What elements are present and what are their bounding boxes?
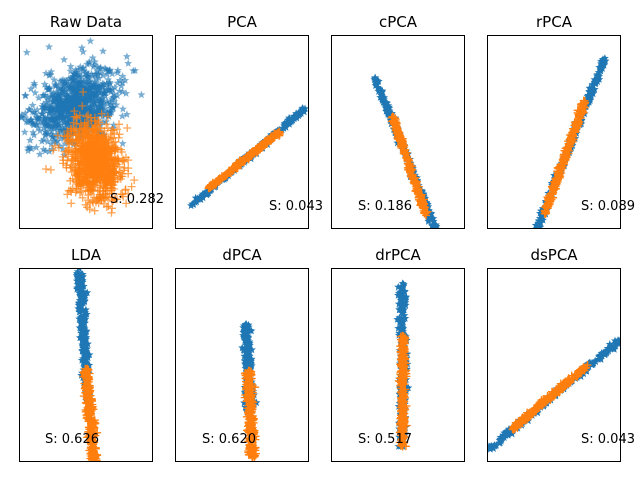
panel-title: cPCA	[379, 13, 418, 31]
panel-title: drPCA	[375, 246, 421, 264]
score-label: S: 0.089	[581, 199, 635, 214]
score-label: S: 0.517	[358, 432, 412, 447]
panel-title: Raw Data	[50, 13, 122, 31]
score-label: S: 0.043	[269, 199, 323, 214]
axes-frame	[19, 268, 153, 462]
axes-frame	[487, 35, 621, 229]
score-label: S: 0.186	[358, 199, 412, 214]
panel-title: dPCA	[222, 246, 262, 264]
axes-frame	[331, 268, 465, 462]
panel-lda: LDA S: 0.626	[19, 246, 153, 462]
panel-title: LDA	[71, 246, 102, 264]
panel-title: PCA	[227, 13, 258, 31]
score-label: S: 0.626	[45, 432, 99, 447]
panel-raw-data: Raw Data S: 0.282	[19, 13, 164, 229]
axes-frame	[19, 35, 153, 229]
plot-area	[175, 268, 309, 462]
score-label: S: 0.620	[202, 432, 256, 447]
panel-cpca: cPCA S: 0.186	[331, 13, 465, 229]
axes-frame	[331, 35, 465, 229]
panel-dpca: dPCA S: 0.620	[175, 246, 309, 462]
panel-pca: PCA S: 0.043	[175, 13, 323, 229]
axes-frame	[175, 35, 309, 229]
axes-frame	[175, 268, 309, 462]
panel-rpca: rPCA S: 0.089	[487, 13, 635, 229]
panel-drpca: drPCA S: 0.517	[331, 246, 465, 462]
panel-title: rPCA	[536, 13, 573, 31]
score-label: S: 0.282	[110, 192, 164, 207]
